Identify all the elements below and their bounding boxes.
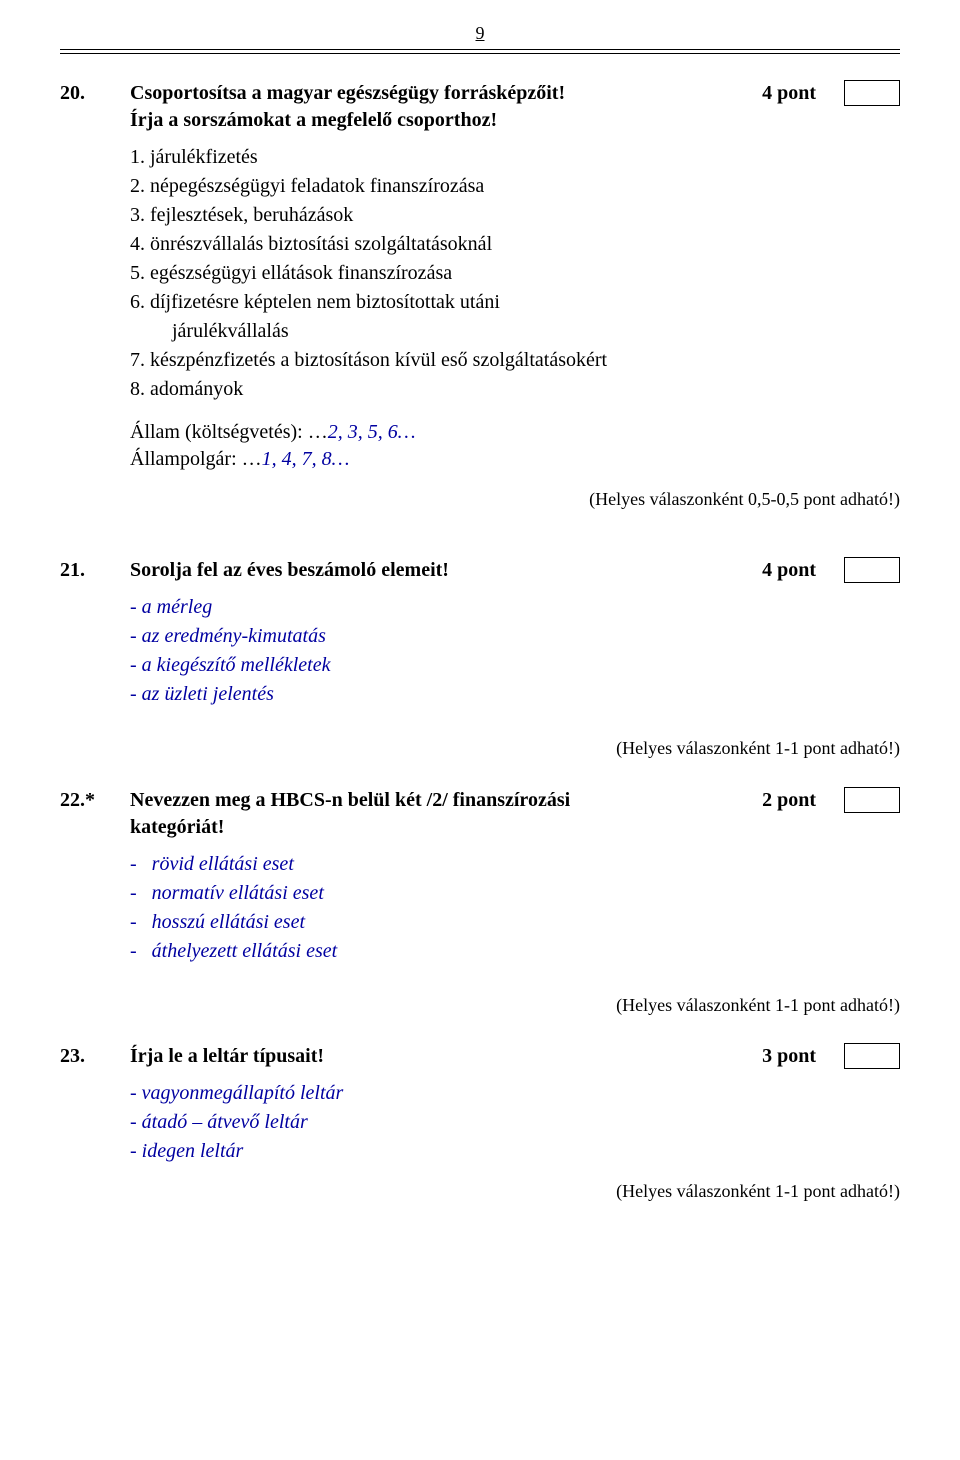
- answer-list: rövid ellátási eset normatív ellátási es…: [130, 851, 900, 965]
- list-item: 2. népegészségügyi feladatok finanszíroz…: [130, 173, 900, 200]
- list-item: 1. járulékfizetés: [130, 144, 900, 171]
- list-item: normatív ellátási eset: [130, 880, 900, 907]
- question-title-line2: kategóriát!: [130, 816, 224, 838]
- question-title: Sorolja fel az éves beszámoló elemeit!: [130, 557, 744, 584]
- page-number: 9: [476, 23, 485, 43]
- question-22: 22.* Nevezzen meg a HBCS-n belül két /2/…: [60, 787, 900, 1017]
- list-item: az eredmény-kimutatás: [130, 623, 900, 650]
- list-item: 6. díjfizetésre képtelen nem biztosított…: [130, 289, 900, 316]
- question-title-line1: Csoportosítsa a magyar egészségügy forrá…: [130, 82, 565, 104]
- question-number: 21.: [60, 557, 112, 584]
- question-21: 21. Sorolja fel az éves beszámoló elemei…: [60, 557, 900, 760]
- question-points: 2 pont: [762, 787, 826, 814]
- scoring-note: (Helyes válaszonként 0,5-0,5 pont adható…: [60, 487, 900, 511]
- question-23: 23. Írja le a leltár típusait! 3 pont va…: [60, 1043, 900, 1203]
- scoring-note: (Helyes válaszonként 1-1 pont adható!): [60, 1179, 900, 1203]
- question-number: 22.*: [60, 787, 112, 814]
- answer-list: vagyonmegállapító leltár átadó – átvevő …: [130, 1080, 900, 1165]
- answer-label: Állam (költségvetés): …: [130, 421, 328, 443]
- question-title-line2: Írja a sorszámokat a megfelelő csoportho…: [130, 109, 497, 131]
- list-item: átadó – átvevő leltár: [130, 1109, 900, 1136]
- score-box[interactable]: [844, 787, 900, 813]
- scoring-note: (Helyes válaszonként 1-1 pont adható!): [60, 736, 900, 760]
- answer-list: a mérleg az eredmény-kimutatás a kiegész…: [130, 594, 900, 708]
- question-body: 1. járulékfizetés 2. népegészségügyi fel…: [130, 144, 900, 473]
- scoring-note: (Helyes válaszonként 1-1 pont adható!): [60, 993, 900, 1017]
- list-item: 7. készpénzfizetés a biztosításon kívül …: [130, 347, 900, 374]
- list-item-continuation: járulékvállalás: [130, 318, 900, 345]
- list-item: 3. fejlesztések, beruházások: [130, 202, 900, 229]
- answer-label: Állampolgár: …: [130, 448, 262, 470]
- question-points: 4 pont: [762, 557, 826, 584]
- list-item: vagyonmegállapító leltár: [130, 1080, 900, 1107]
- list-item: áthelyezett ellátási eset: [130, 938, 900, 965]
- list-item: 5. egészségügyi ellátások finanszírozása: [130, 260, 900, 287]
- question-number: 23.: [60, 1043, 112, 1070]
- question-points: 3 pont: [762, 1043, 826, 1070]
- list-item: 4. önrészvállalás biztosítási szolgáltat…: [130, 231, 900, 258]
- question-title: Csoportosítsa a magyar egészségügy forrá…: [130, 80, 744, 134]
- option-list: 1. járulékfizetés 2. népegészségügyi fel…: [130, 144, 900, 403]
- score-box[interactable]: [844, 1043, 900, 1069]
- list-item: rövid ellátási eset: [130, 851, 900, 878]
- list-item: az üzleti jelentés: [130, 681, 900, 708]
- question-number: 20.: [60, 80, 112, 107]
- list-item: hosszú ellátási eset: [130, 909, 900, 936]
- answer-citizen: Állampolgár: …1, 4, 7, 8…: [130, 446, 900, 473]
- question-title-line1: Nevezzen meg a HBCS-n belül két /2/ fina…: [130, 789, 570, 811]
- question-20: 20. Csoportosítsa a magyar egészségügy f…: [60, 80, 900, 511]
- list-item: a kiegészítő mellékletek: [130, 652, 900, 679]
- question-points: 4 pont: [762, 80, 826, 107]
- question-title: Írja le a leltár típusait!: [130, 1043, 744, 1070]
- answer-value: 1, 4, 7, 8…: [262, 448, 350, 470]
- list-item: idegen leltár: [130, 1138, 900, 1165]
- list-item: a mérleg: [130, 594, 900, 621]
- score-box[interactable]: [844, 557, 900, 583]
- answer-value: 2, 3, 5, 6…: [328, 421, 416, 443]
- page-header: 9: [60, 20, 900, 54]
- answer-state: Állam (költségvetés): …2, 3, 5, 6…: [130, 419, 900, 446]
- list-item: 8. adományok: [130, 376, 900, 403]
- question-title: Nevezzen meg a HBCS-n belül két /2/ fina…: [130, 787, 744, 841]
- score-box[interactable]: [844, 80, 900, 106]
